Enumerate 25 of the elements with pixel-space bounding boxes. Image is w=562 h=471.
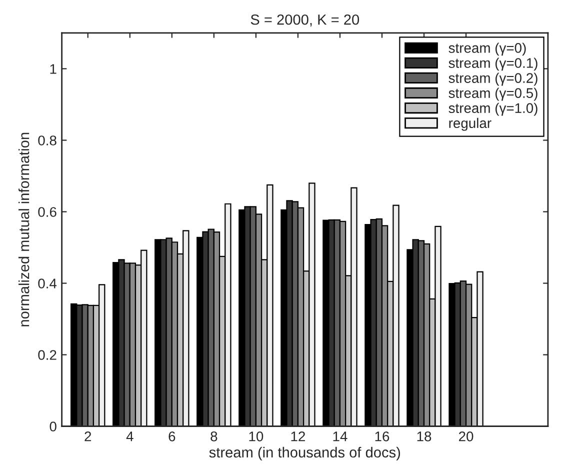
legend-label: stream (γ=0.2) [448, 72, 538, 86]
y-tick-label: 0.6 [38, 207, 56, 217]
y-tick-label: 0.8 [38, 136, 56, 146]
legend-label: stream (γ=0.1) [448, 58, 538, 71]
x-tick-label: 18 [417, 431, 432, 442]
x-tick-label: 6 [168, 431, 176, 442]
y-axis-title: normalized mutual information [18, 132, 30, 326]
y-tick-label: 0 [50, 422, 56, 432]
x-tick-label: 12 [291, 431, 305, 442]
y-tick-label: 0.4 [38, 278, 57, 288]
legend-label: stream (γ=0) [448, 42, 526, 56]
y-tick-label: 1 [50, 64, 56, 74]
x-tick-label: 16 [375, 431, 390, 442]
x-tick-label: 20 [458, 431, 474, 442]
x-tick-label: 8 [210, 431, 218, 442]
x-tick-label: 14 [333, 432, 348, 442]
chart-title: S = 2000, K = 20 [250, 14, 360, 27]
x-tick-label: 2 [84, 431, 92, 442]
x-tick-label: 4 [126, 432, 134, 442]
legend-label: stream (γ=1.0) [448, 102, 538, 116]
legend-label: stream (γ=0.5) [448, 88, 538, 101]
y-tick-label: 0.2 [38, 350, 56, 360]
x-axis-title: stream (in thousands of docs) [209, 446, 400, 460]
x-tick-label: 10 [249, 431, 264, 442]
legend-label: regular [449, 118, 492, 131]
